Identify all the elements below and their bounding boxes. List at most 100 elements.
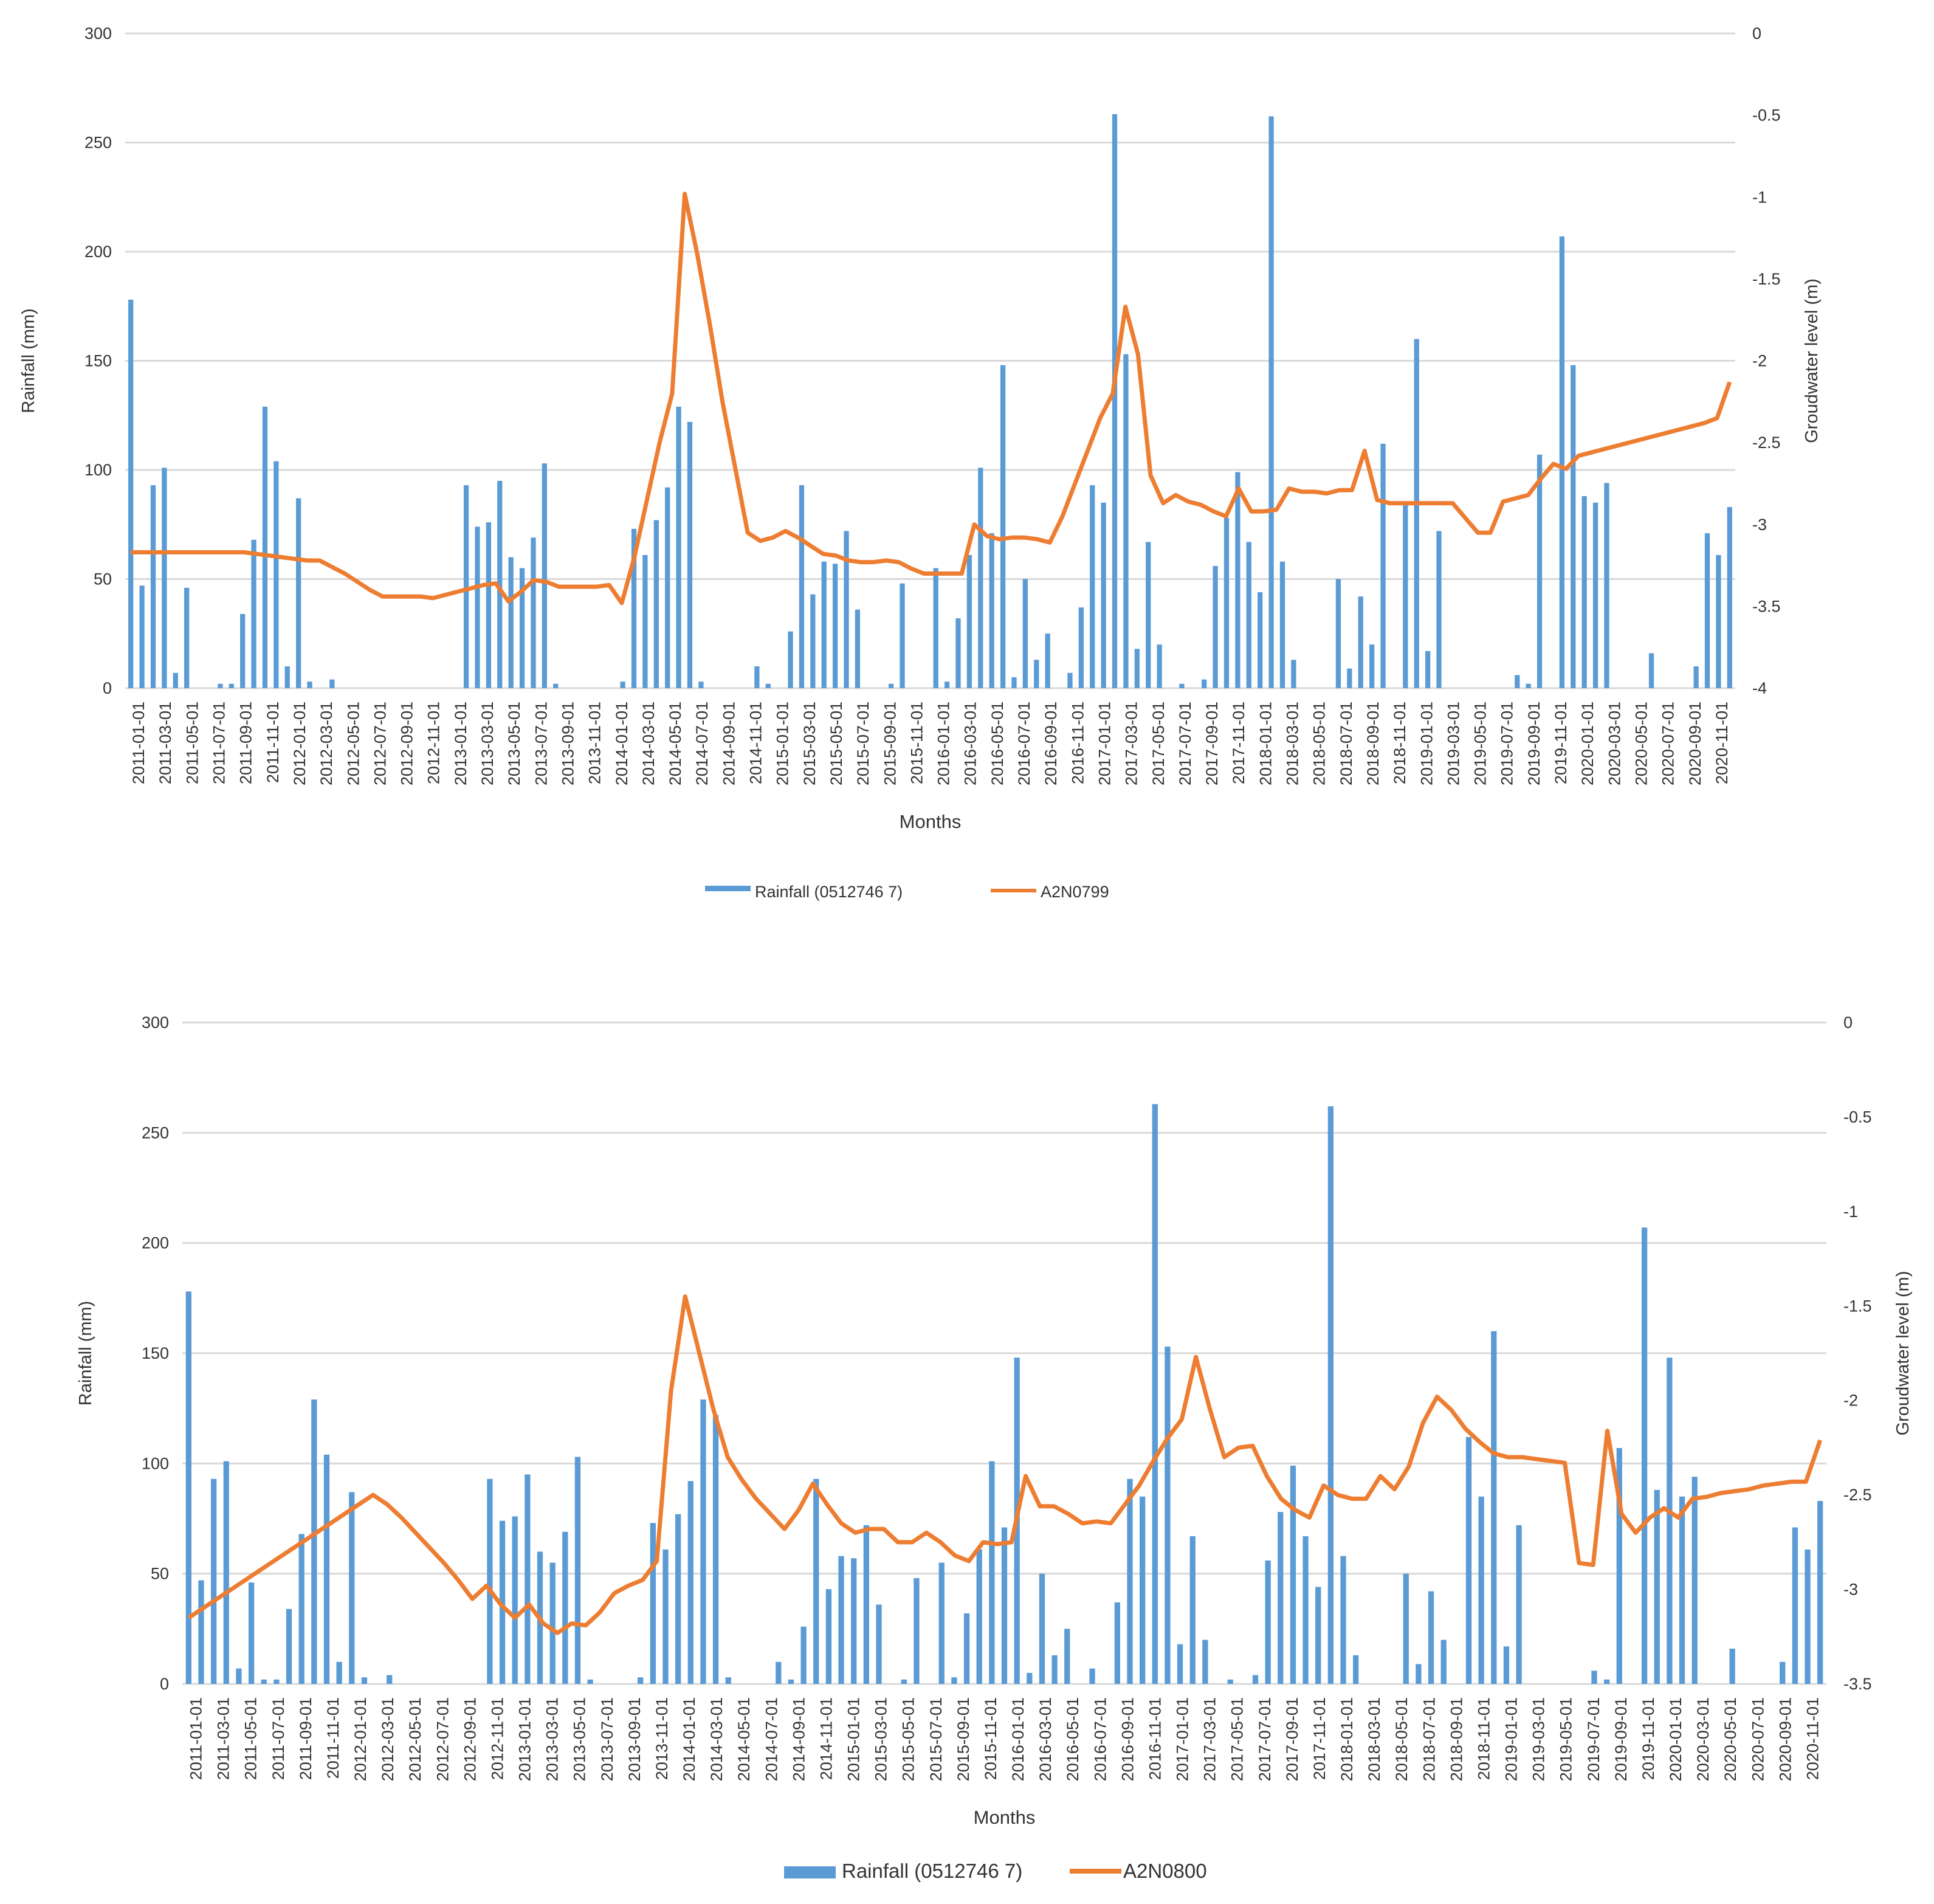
x-tick-label: 2013-05-01 xyxy=(505,702,523,785)
rainfall-bar xyxy=(251,539,256,688)
rainfall-bar xyxy=(274,1679,280,1684)
rainfall-bar xyxy=(525,1474,531,1684)
x-tick-label: 2020-07-01 xyxy=(1659,702,1678,785)
y-right-tick-label: -3 xyxy=(1752,516,1767,534)
x-tick-label: 2016-09-01 xyxy=(1118,1697,1137,1781)
y-right-tick-label: -4 xyxy=(1752,679,1767,697)
x-tick-label: 2011-03-01 xyxy=(215,1697,233,1780)
x-tick-label: 2013-01-01 xyxy=(516,1697,534,1781)
rainfall-bar xyxy=(508,557,514,688)
rainfall-bar xyxy=(642,555,648,688)
rainfall-bar xyxy=(1001,1527,1008,1684)
x-tick-label: 2018-03-01 xyxy=(1284,702,1302,785)
rainfall-bar xyxy=(549,1562,556,1684)
rainfall-bar xyxy=(1223,517,1230,688)
rainfall-bar xyxy=(223,1461,229,1684)
rainfall-bar xyxy=(1403,502,1408,688)
rainfall-bar xyxy=(1278,1512,1284,1684)
legend-rainfall-label: Rainfall (0512746 7) xyxy=(842,1860,1022,1882)
rainfall-bar xyxy=(185,1291,191,1684)
y-left-tick-label: 0 xyxy=(160,1675,169,1693)
rainfall-bar xyxy=(665,487,670,688)
y-left-axis-title: Rainfall (mm) xyxy=(76,1301,95,1406)
rainfall-bar xyxy=(1817,1500,1823,1684)
x-tick-label: 2015-09-01 xyxy=(954,1697,972,1781)
rainfall-bar xyxy=(574,1457,581,1684)
rainfall-bar xyxy=(1078,607,1084,688)
x-tick-label: 2018-01-01 xyxy=(1256,702,1275,785)
rainfall-bar xyxy=(1603,1679,1610,1684)
rainfall-bar xyxy=(1027,1672,1033,1684)
legend-groundwater-label: A2N0799 xyxy=(1041,883,1109,901)
x-tick-label: 2011-09-01 xyxy=(237,702,255,784)
y-right-tick-label: -2 xyxy=(1843,1392,1858,1410)
rainfall-bar xyxy=(1246,542,1251,688)
rainfall-bar xyxy=(475,526,480,688)
x-tick-label: 2014-11-01 xyxy=(817,1697,835,1780)
rainfall-bar xyxy=(914,1578,920,1684)
rainfall-bar xyxy=(1416,1664,1422,1684)
rainfall-bar xyxy=(198,1580,204,1684)
legend: Rainfall (0512746 7) A2N0799 xyxy=(705,883,1109,901)
groundwater-line xyxy=(187,1294,1823,1635)
rainfall-bar xyxy=(139,585,145,688)
rainfall-bar xyxy=(1315,1587,1321,1684)
legend-rainfall-swatch xyxy=(705,886,751,891)
rainfall-bar xyxy=(687,1481,693,1684)
rainfall-bar xyxy=(810,594,816,688)
x-tick-label: 2017-07-01 xyxy=(1176,702,1194,785)
rainfall-bar xyxy=(323,1454,330,1684)
x-tick-label: 2016-07-01 xyxy=(1015,702,1033,785)
rainfall-bar xyxy=(838,1556,844,1684)
rainfall-bar xyxy=(1235,472,1241,688)
rainfall-bar xyxy=(150,485,156,688)
rainfall-bar xyxy=(262,406,268,688)
rainfall-bar xyxy=(698,681,704,688)
rainfall-bar xyxy=(173,672,178,688)
rainfall-bar xyxy=(955,618,961,688)
rainfall-bar xyxy=(620,681,625,688)
rainfall-bar xyxy=(844,531,849,688)
rainfall-bar xyxy=(240,613,246,688)
y-left-tick-label: 150 xyxy=(142,1344,169,1362)
rainfall-bar xyxy=(1704,533,1710,688)
rainfall-bar xyxy=(788,1679,794,1684)
legend: Rainfall (0512746 7) A2N0800 xyxy=(784,1860,1207,1882)
y-left-tick-label: 0 xyxy=(103,679,112,697)
x-tick-label: 2015-09-01 xyxy=(881,702,899,785)
rainfall-bar xyxy=(1179,683,1185,688)
rainfall-bar xyxy=(298,1534,305,1684)
rainfall-bar xyxy=(1727,507,1732,688)
rainfall-bar xyxy=(1425,650,1431,688)
y-right-tick-label: -3.5 xyxy=(1843,1675,1872,1693)
rainfall-bar xyxy=(1340,1556,1346,1684)
rainfall-bar xyxy=(951,1677,957,1684)
rainfall-bar xyxy=(553,683,559,688)
rainfall-bar xyxy=(976,1549,982,1684)
x-tick-label: 2015-01-01 xyxy=(845,1697,863,1781)
x-tick-label: 2017-11-01 xyxy=(1310,1697,1329,1780)
x-tick-label: 2017-05-01 xyxy=(1228,1697,1247,1781)
rainfall-bar xyxy=(519,568,525,688)
x-tick-label: 2018-09-01 xyxy=(1364,702,1382,785)
rainfall-bar xyxy=(1516,1525,1522,1684)
rainfall-bar xyxy=(1067,672,1073,688)
x-tick-label: 2015-03-01 xyxy=(800,702,819,785)
rainfall-bar xyxy=(1252,1675,1259,1684)
x-tick-label: 2019-05-01 xyxy=(1471,702,1490,785)
x-tick-label: 2012-11-01 xyxy=(488,1697,506,1780)
x-tick-label: 2013-03-01 xyxy=(543,1697,562,1781)
y-left-tick-label: 250 xyxy=(142,1123,169,1142)
x-tick-label: 2015-05-01 xyxy=(827,702,845,785)
rainfall-bar xyxy=(1478,1496,1484,1684)
rainfall-bar xyxy=(675,1514,681,1684)
y-left-tick-label: 50 xyxy=(94,570,112,588)
y-right-tick-label: -1.5 xyxy=(1752,270,1781,288)
x-tick-label: 2020-07-01 xyxy=(1749,1697,1767,1781)
x-tick-label: 2018-11-01 xyxy=(1391,702,1409,784)
y-right-tick-label: -1 xyxy=(1843,1202,1858,1221)
y-left-tick-label: 100 xyxy=(84,461,112,479)
x-tick-label: 2014-07-01 xyxy=(762,1697,780,1781)
rainfall-bar xyxy=(825,1589,832,1684)
